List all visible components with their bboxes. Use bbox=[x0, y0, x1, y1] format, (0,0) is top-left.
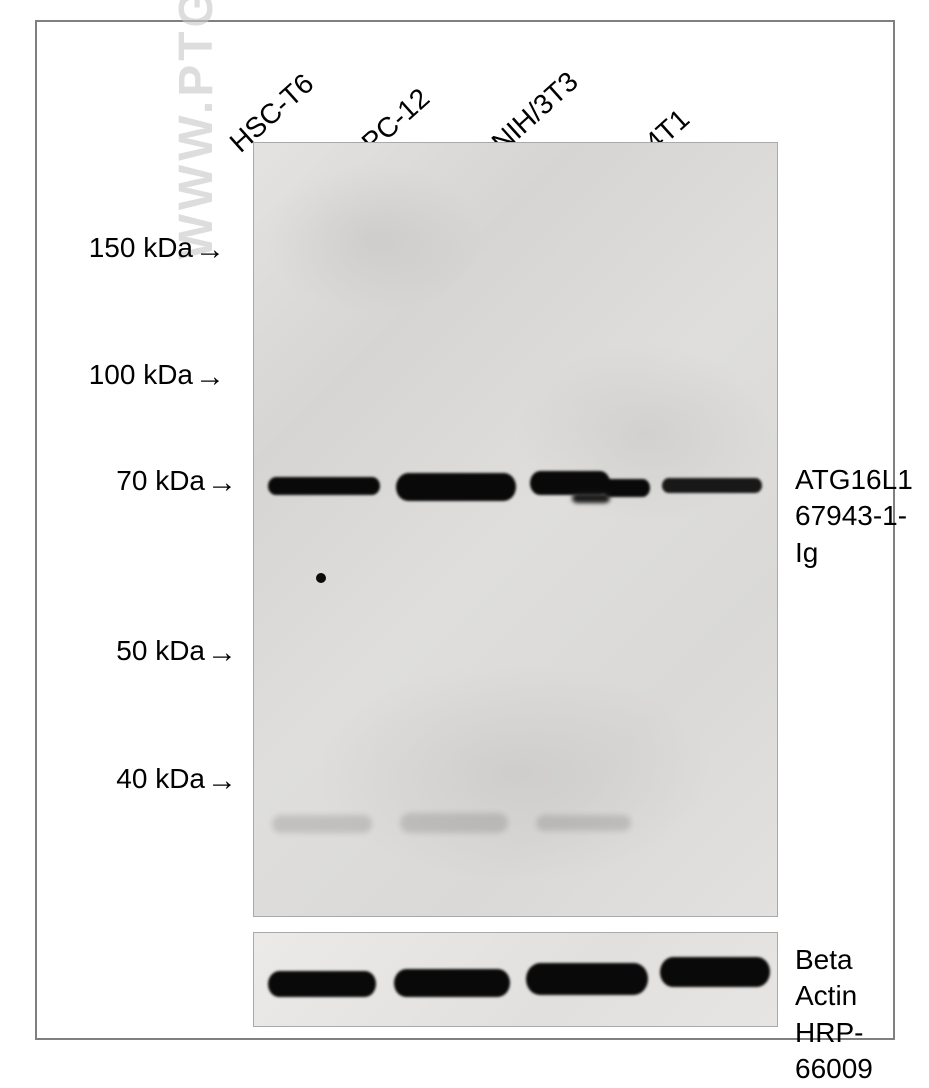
arrow-icon: → bbox=[207, 764, 237, 798]
band-atg16l1-lane1 bbox=[396, 473, 516, 501]
right-label-actin-line2: HRP-66009 bbox=[795, 1015, 893, 1088]
band-atg16l1-lane0 bbox=[268, 477, 380, 495]
right-label-main: ATG16L1 67943-1-Ig bbox=[795, 462, 913, 571]
arrow-icon: → bbox=[195, 360, 225, 394]
mw-marker-40: 40 kDa→ bbox=[67, 763, 237, 798]
band-actin-lane0 bbox=[268, 971, 376, 997]
outer-frame: WWW.PTGLAB.COM HSC-T6 PC-12 NIH/3T3 4T1 … bbox=[35, 20, 895, 1040]
right-label-actin-line1: Beta Actin bbox=[795, 942, 893, 1015]
band-atg16l1-lane2c bbox=[572, 493, 610, 503]
mw-marker-label: 40 kDa bbox=[116, 763, 205, 794]
band-atg16l1-lane2a bbox=[530, 471, 610, 495]
faint-band-0 bbox=[272, 815, 372, 833]
mw-marker-50: 50 kDa→ bbox=[67, 635, 237, 670]
band-actin-lane3 bbox=[660, 957, 770, 987]
right-label-main-line1: ATG16L1 bbox=[795, 462, 913, 498]
artifact-dot bbox=[316, 573, 326, 583]
faint-band-1 bbox=[400, 813, 508, 833]
arrow-icon: → bbox=[195, 233, 225, 267]
blot-actin bbox=[253, 932, 778, 1027]
mw-marker-100: 100 kDa→ bbox=[55, 359, 225, 394]
right-label-actin: Beta Actin HRP-66009 bbox=[795, 942, 893, 1088]
arrow-icon: → bbox=[207, 466, 237, 500]
band-actin-lane1 bbox=[394, 969, 510, 997]
watermark-text: WWW.PTGLAB.COM bbox=[169, 0, 224, 259]
mw-marker-150: 150 kDa→ bbox=[55, 232, 225, 267]
right-label-main-line2: 67943-1-Ig bbox=[795, 498, 913, 571]
faint-band-2 bbox=[536, 815, 631, 831]
mw-marker-label: 50 kDa bbox=[116, 635, 205, 666]
mw-marker-70: 70 kDa→ bbox=[67, 465, 237, 500]
mw-marker-label: 70 kDa bbox=[116, 465, 205, 496]
arrow-icon: → bbox=[207, 636, 237, 670]
mw-marker-label: 150 kDa bbox=[89, 232, 193, 263]
mw-marker-label: 100 kDa bbox=[89, 359, 193, 390]
blot-main bbox=[253, 142, 778, 917]
band-atg16l1-lane3 bbox=[662, 478, 762, 493]
band-actin-lane2 bbox=[526, 963, 648, 995]
